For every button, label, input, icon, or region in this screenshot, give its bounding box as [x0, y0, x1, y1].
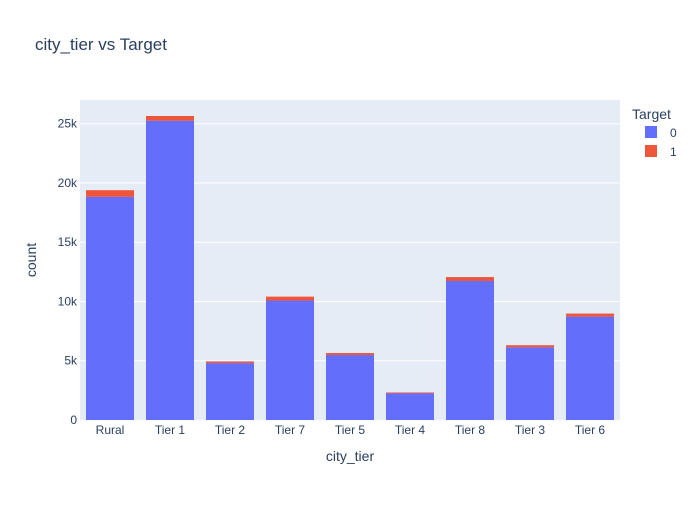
- x-axis-label: city_tier: [326, 448, 375, 464]
- legend-title: Target: [632, 106, 671, 122]
- bar-tier-7-target-0: [266, 301, 314, 420]
- x-tick-label: Tier 3: [515, 423, 546, 437]
- bar-tier-6-target-0: [566, 317, 614, 420]
- bar-rural-target-0: [86, 197, 134, 420]
- legend-swatch-0[interactable]: [645, 126, 657, 138]
- bar-rural-target-1: [86, 190, 134, 197]
- bar-tier-7-target-1: [266, 297, 314, 301]
- bar-tier-1-target-1: [146, 116, 194, 121]
- x-tick-label: Tier 4: [395, 423, 426, 437]
- x-tick-label: Tier 1: [155, 423, 186, 437]
- y-axis-label: count: [23, 243, 39, 277]
- bar-tier-3-target-0: [506, 347, 554, 420]
- legend-label-0[interactable]: 0: [670, 126, 677, 140]
- x-tick-label: Rural: [96, 423, 125, 437]
- legend-label-1[interactable]: 1: [670, 145, 677, 159]
- x-tick-label: Tier 7: [275, 423, 306, 437]
- bar-tier-8-target-1: [446, 277, 494, 281]
- y-tick-label: 5k: [64, 354, 78, 368]
- bar-tier-1-target-0: [146, 121, 194, 420]
- bar-tier-6-target-1: [566, 314, 614, 317]
- y-tick-label: 20k: [58, 176, 78, 190]
- bar-tier-4-target-1: [386, 393, 434, 394]
- x-tick-label: Tier 2: [215, 423, 246, 437]
- x-tick-label: Tier 8: [455, 423, 486, 437]
- bar-tier-3-target-1: [506, 345, 554, 347]
- y-tick-label: 25k: [58, 117, 78, 131]
- bar-tier-8-target-0: [446, 281, 494, 420]
- bar-tier-5-target-0: [326, 355, 374, 420]
- y-tick-label: 0: [70, 413, 77, 427]
- bar-tier-2-target-1: [206, 361, 254, 363]
- chart-title: city_tier vs Target: [35, 35, 167, 54]
- bar-tier-2-target-0: [206, 363, 254, 420]
- x-tick-label: Tier 5: [335, 423, 366, 437]
- y-tick-label: 10k: [58, 294, 78, 308]
- bar-tier-5-target-1: [326, 353, 374, 355]
- x-tick-label: Tier 6: [575, 423, 606, 437]
- y-tick-label: 15k: [58, 235, 78, 249]
- bar-tier-4-target-0: [386, 393, 434, 420]
- legend-swatch-1[interactable]: [645, 145, 657, 157]
- plot-area: 0 5k 10k 15k 20k 25k Rural Tier 1 Tier 2 Tier 7 Ti…: [58, 100, 620, 437]
